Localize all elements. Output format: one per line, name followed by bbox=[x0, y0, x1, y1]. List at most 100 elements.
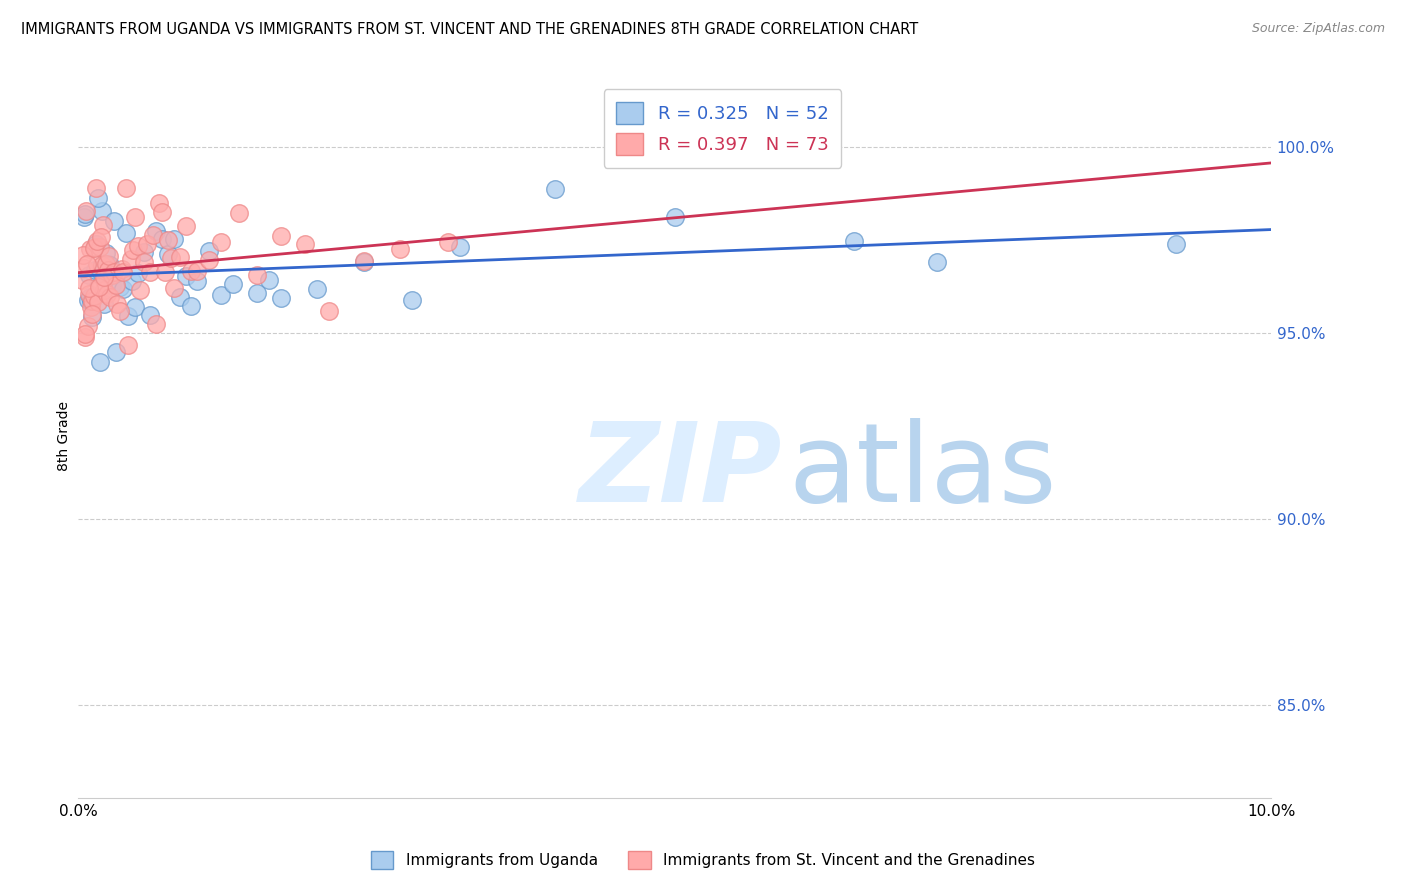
Point bbox=[148, 195, 170, 210]
Point bbox=[73, 260, 96, 275]
Point bbox=[83, 289, 105, 303]
Point bbox=[142, 228, 165, 243]
Point bbox=[124, 300, 146, 314]
Point bbox=[76, 293, 98, 307]
Point bbox=[93, 283, 115, 297]
Point bbox=[318, 304, 340, 318]
Point bbox=[127, 266, 149, 280]
Point bbox=[100, 268, 122, 283]
Point bbox=[108, 280, 131, 294]
Point bbox=[155, 265, 177, 279]
Point bbox=[75, 207, 97, 221]
Point bbox=[80, 300, 103, 314]
Point bbox=[129, 284, 152, 298]
Point bbox=[83, 262, 105, 277]
Text: Source: ZipAtlas.com: Source: ZipAtlas.com bbox=[1251, 22, 1385, 36]
Point bbox=[115, 181, 138, 195]
Point bbox=[86, 257, 108, 271]
Point bbox=[127, 238, 149, 252]
Point bbox=[246, 286, 269, 301]
Point bbox=[111, 261, 134, 276]
Point bbox=[132, 255, 155, 269]
Point bbox=[156, 247, 179, 261]
Point bbox=[664, 210, 686, 224]
Point bbox=[100, 278, 122, 293]
Point bbox=[97, 257, 120, 271]
Point bbox=[186, 274, 208, 288]
Point bbox=[80, 293, 103, 308]
Point bbox=[132, 245, 155, 260]
Point bbox=[70, 273, 93, 287]
Legend: R = 0.325   N = 52, R = 0.397   N = 73: R = 0.325 N = 52, R = 0.397 N = 73 bbox=[603, 89, 841, 168]
Point bbox=[353, 253, 375, 268]
Point bbox=[72, 248, 94, 262]
Point bbox=[162, 280, 184, 294]
Point bbox=[76, 318, 98, 333]
Point bbox=[150, 232, 173, 246]
Point bbox=[83, 241, 105, 255]
Y-axis label: 8th Grade: 8th Grade bbox=[58, 401, 72, 471]
Point bbox=[108, 304, 131, 318]
Point bbox=[84, 237, 107, 252]
Point bbox=[544, 182, 567, 196]
Point bbox=[1164, 236, 1187, 251]
Point bbox=[120, 252, 142, 266]
Point bbox=[270, 291, 292, 305]
Point bbox=[437, 235, 460, 250]
Point bbox=[103, 214, 125, 228]
Point bbox=[389, 242, 412, 256]
Point bbox=[169, 250, 191, 264]
Point bbox=[842, 234, 865, 248]
Point bbox=[82, 310, 104, 324]
Point bbox=[82, 293, 104, 308]
Text: ZIP: ZIP bbox=[579, 418, 783, 525]
Point bbox=[180, 299, 202, 313]
Point bbox=[75, 330, 97, 344]
Point bbox=[117, 309, 139, 323]
Point bbox=[174, 219, 197, 233]
Point bbox=[162, 232, 184, 246]
Point bbox=[98, 249, 121, 263]
Point bbox=[91, 259, 114, 273]
Point bbox=[115, 226, 138, 240]
Point bbox=[93, 297, 115, 311]
Point bbox=[76, 257, 98, 271]
Point bbox=[122, 244, 145, 258]
Point bbox=[77, 268, 100, 282]
Point bbox=[294, 236, 316, 251]
Point bbox=[257, 273, 280, 287]
Point bbox=[138, 265, 160, 279]
Point bbox=[98, 258, 121, 272]
Point bbox=[112, 282, 135, 296]
Point bbox=[222, 277, 245, 291]
Point bbox=[94, 246, 117, 260]
Point bbox=[84, 181, 107, 195]
Point bbox=[87, 280, 110, 294]
Point bbox=[89, 355, 111, 369]
Point bbox=[105, 345, 128, 359]
Point bbox=[305, 282, 328, 296]
Point bbox=[87, 191, 110, 205]
Point bbox=[90, 229, 112, 244]
Point bbox=[150, 204, 173, 219]
Point bbox=[449, 240, 471, 254]
Point bbox=[79, 242, 101, 256]
Text: IMMIGRANTS FROM UGANDA VS IMMIGRANTS FROM ST. VINCENT AND THE GRENADINES 8TH GRA: IMMIGRANTS FROM UGANDA VS IMMIGRANTS FRO… bbox=[21, 22, 918, 37]
Legend: Immigrants from Uganda, Immigrants from St. Vincent and the Grenadines: Immigrants from Uganda, Immigrants from … bbox=[364, 845, 1042, 875]
Point bbox=[124, 210, 146, 224]
Point bbox=[353, 255, 375, 269]
Point bbox=[145, 224, 167, 238]
Point bbox=[270, 228, 292, 243]
Point bbox=[103, 265, 125, 279]
Point bbox=[96, 286, 118, 301]
Point bbox=[927, 255, 949, 269]
Point bbox=[117, 337, 139, 351]
Point bbox=[91, 204, 114, 219]
Point bbox=[169, 290, 191, 304]
Point bbox=[98, 290, 121, 304]
Point bbox=[186, 264, 208, 278]
Point bbox=[174, 269, 197, 284]
Point bbox=[160, 252, 183, 266]
Point bbox=[73, 327, 96, 342]
Point bbox=[121, 274, 143, 288]
